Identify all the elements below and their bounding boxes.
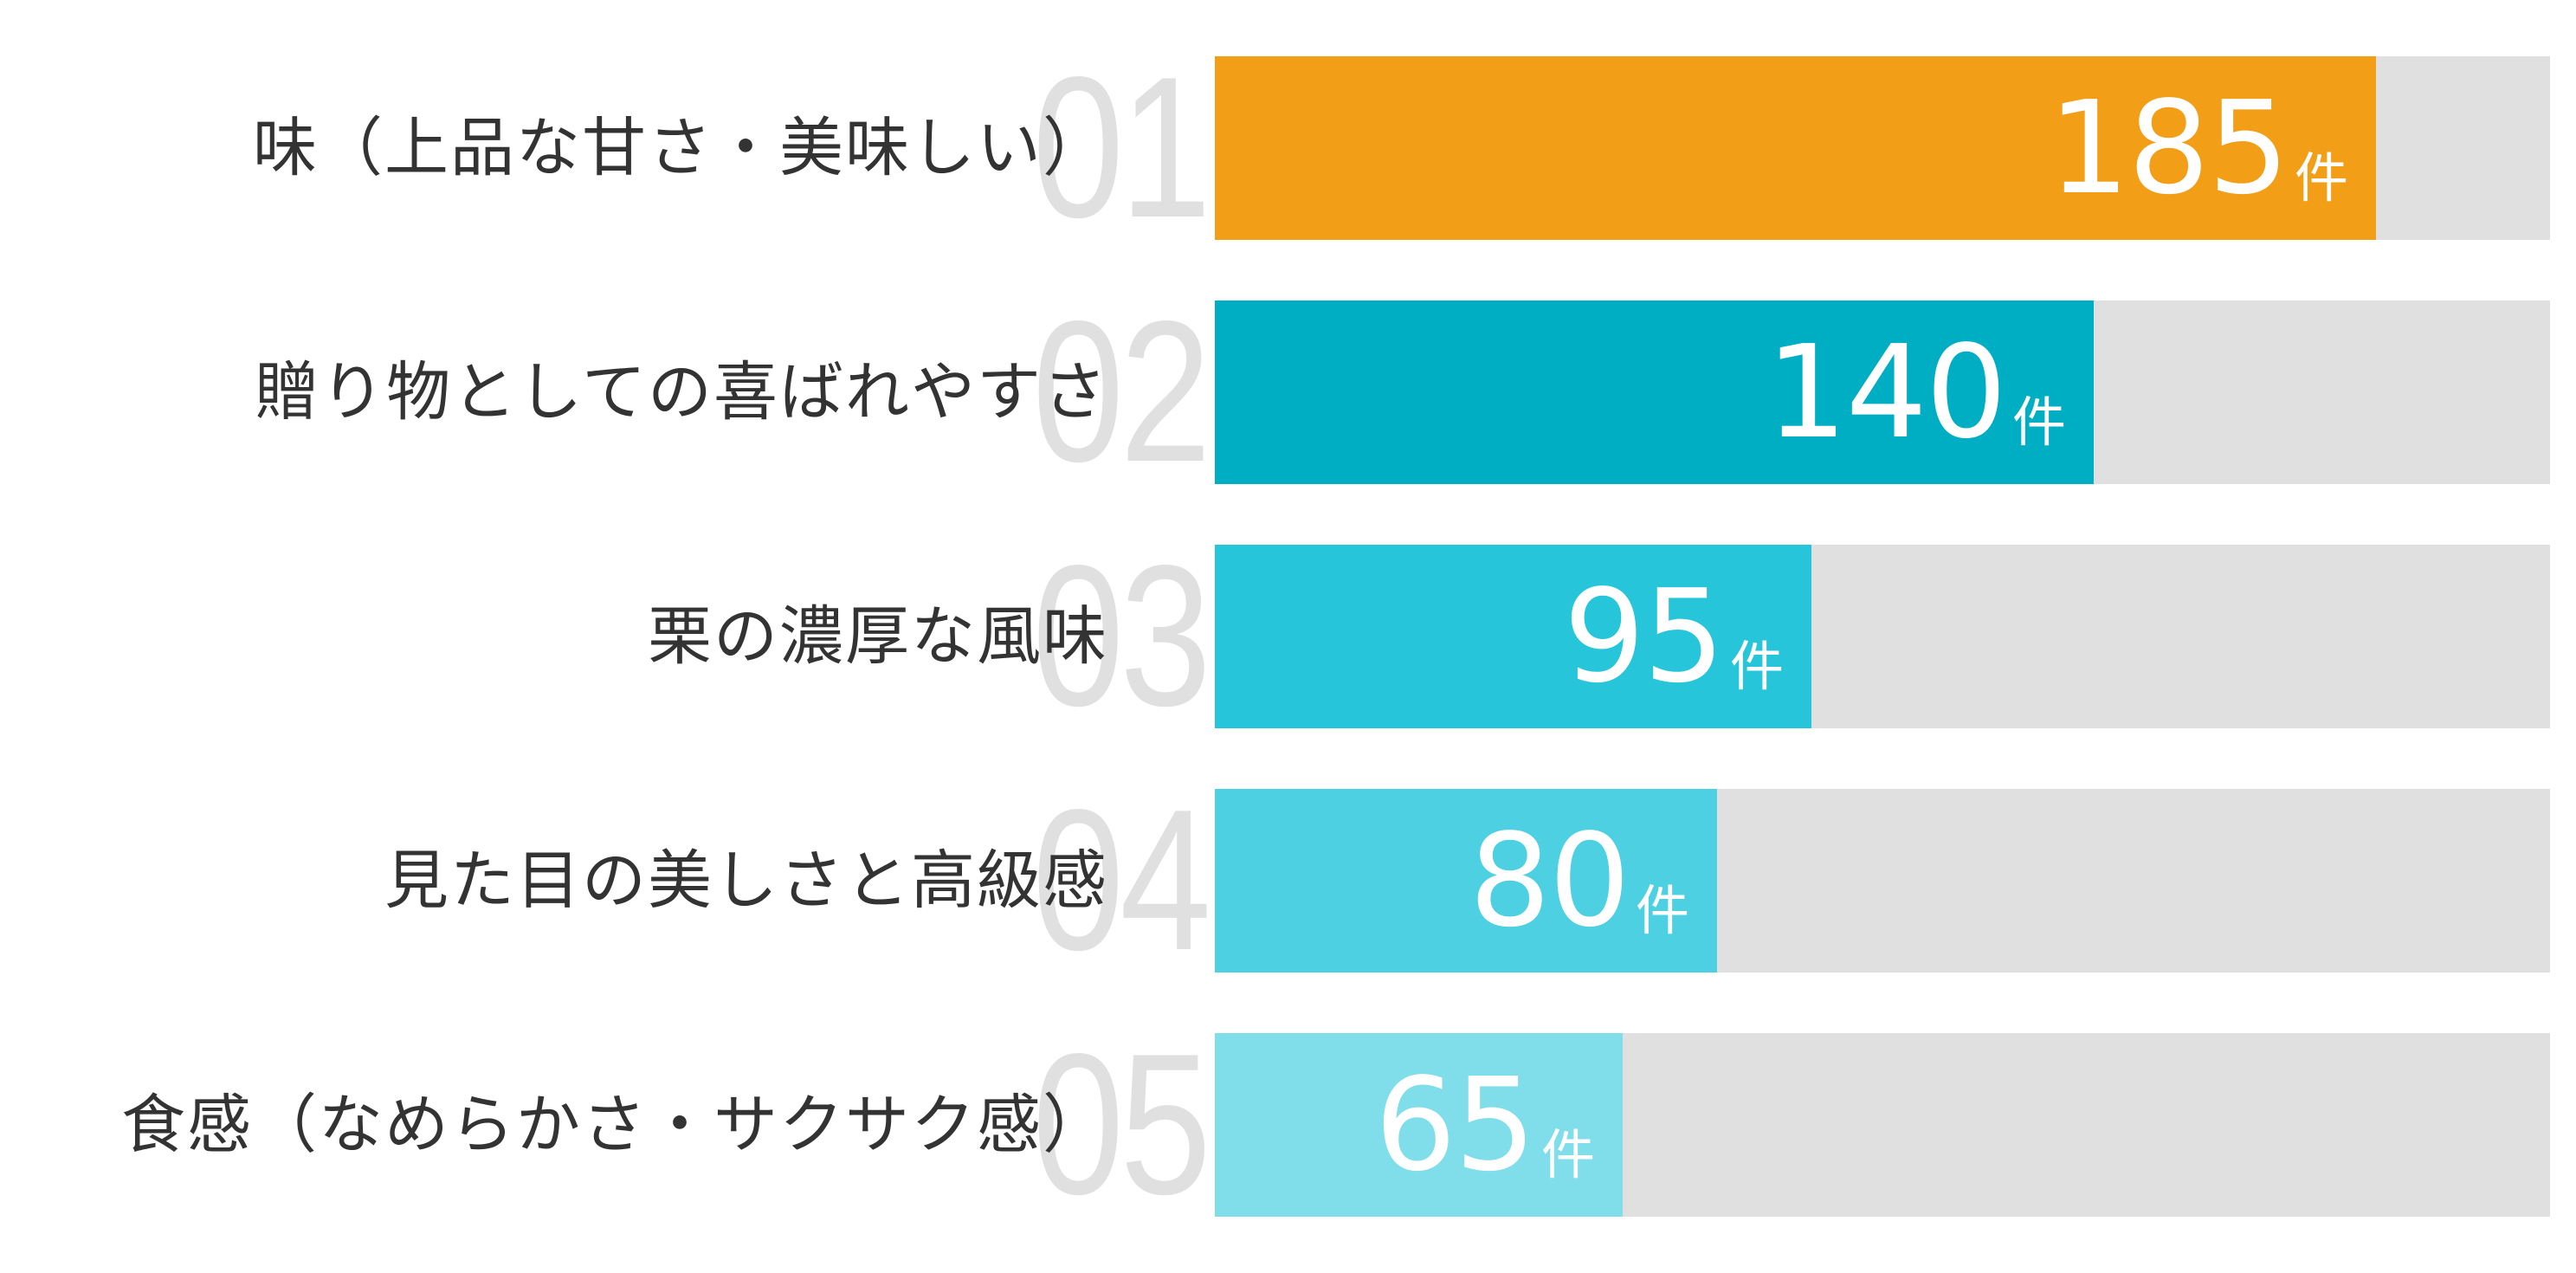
bar: 80 件 bbox=[1215, 789, 1717, 973]
value-label: 65 件 bbox=[1375, 1033, 1595, 1217]
chart-row-3: 03 栗の濃厚な風味 95 件 bbox=[0, 524, 2576, 748]
rank-number: 04 bbox=[1032, 768, 1211, 992]
value-label: 95 件 bbox=[1564, 545, 1784, 728]
value-number: 65 bbox=[1374, 1050, 1536, 1199]
bar: 185 件 bbox=[1215, 56, 2376, 240]
chart-row-1: 01 味（上品な甘さ・美味しい） 185 件 bbox=[0, 36, 2576, 260]
bar: 65 件 bbox=[1215, 1033, 1623, 1217]
value-label: 140 件 bbox=[1766, 300, 2066, 484]
rank-number: 05 bbox=[1032, 1012, 1211, 1237]
value-label: 185 件 bbox=[2048, 56, 2348, 240]
value-unit: 件 bbox=[2011, 391, 2066, 454]
rank-number: 02 bbox=[1032, 280, 1211, 504]
chart-row-2: 02 贈り物としての喜ばれやすさ 140 件 bbox=[0, 280, 2576, 504]
bar-track: 80 件 bbox=[1215, 789, 2550, 973]
value-number: 140 bbox=[1766, 318, 2006, 467]
bar-track: 65 件 bbox=[1215, 1033, 2550, 1217]
rank-number: 01 bbox=[1032, 36, 1211, 260]
bar-track: 140 件 bbox=[1215, 300, 2550, 484]
value-label: 80 件 bbox=[1469, 789, 1689, 973]
bar: 95 件 bbox=[1215, 545, 1811, 728]
chart-row-5: 05 食感（なめらかさ・サクサク感） 65 件 bbox=[0, 1012, 2576, 1237]
value-unit: 件 bbox=[2294, 146, 2348, 210]
value-number: 185 bbox=[2048, 74, 2289, 223]
category-label: 栗の濃厚な風味 bbox=[648, 599, 1108, 674]
value-unit: 件 bbox=[1540, 1123, 1595, 1186]
bar-track: 95 件 bbox=[1215, 545, 2550, 728]
value-number: 95 bbox=[1563, 562, 1725, 711]
rank-number: 03 bbox=[1032, 524, 1211, 748]
category-label: 贈り物としての喜ばれやすさ bbox=[255, 355, 1108, 430]
category-label: 味（上品な甘さ・美味しい） bbox=[253, 111, 1108, 185]
category-label: 見た目の美しさと高級感 bbox=[384, 843, 1108, 918]
value-unit: 件 bbox=[1729, 635, 1784, 698]
chart-row-4: 04 見た目の美しさと高級感 80 件 bbox=[0, 768, 2576, 992]
bar: 140 件 bbox=[1215, 300, 2094, 484]
category-label: 食感（なめらかさ・サクサク感） bbox=[121, 1088, 1108, 1162]
bar-track: 185 件 bbox=[1215, 56, 2550, 240]
value-unit: 件 bbox=[1635, 879, 1689, 942]
value-number: 80 bbox=[1469, 806, 1630, 955]
